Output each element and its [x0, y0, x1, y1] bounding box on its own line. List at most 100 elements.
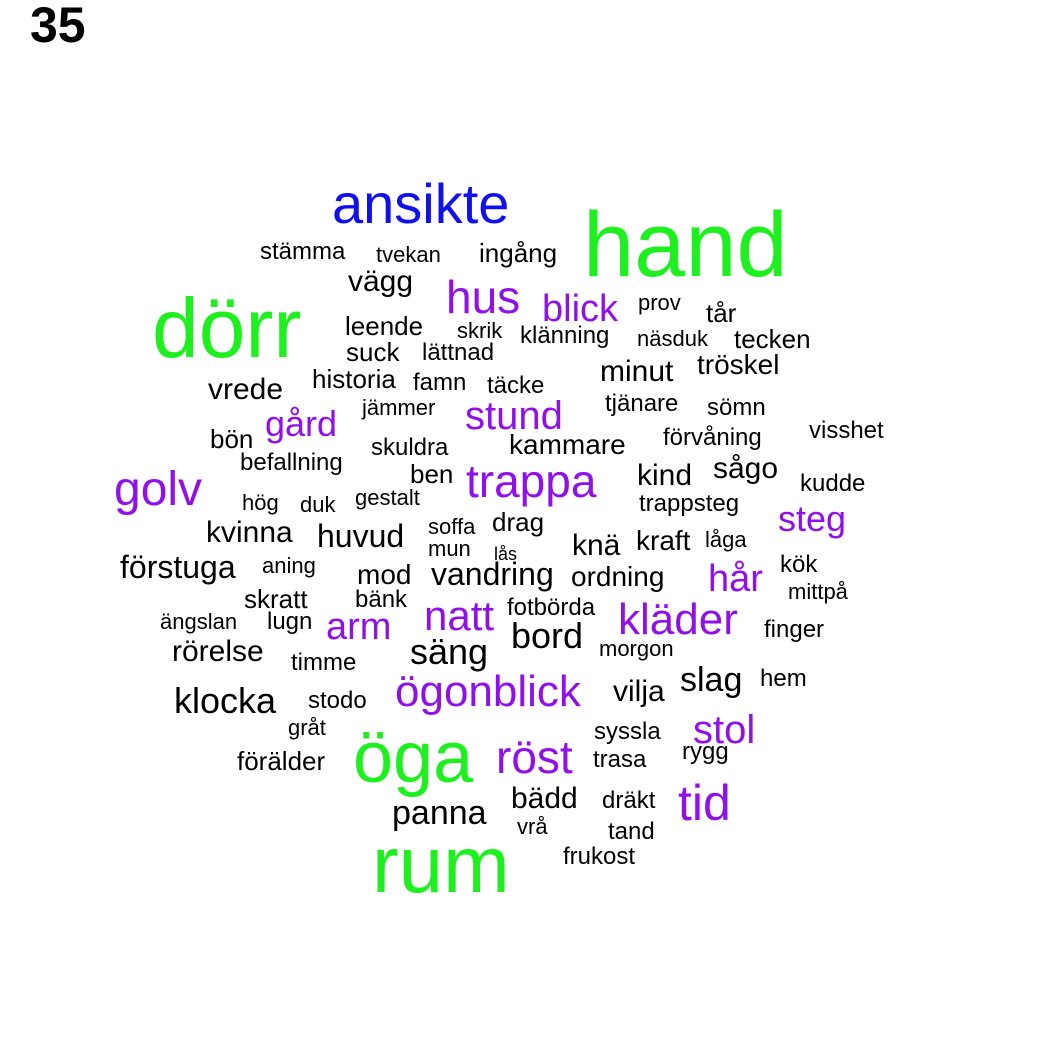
word-lugn: lugn: [267, 608, 313, 635]
word-kläder: kläder: [618, 595, 738, 644]
word-jämmer: jämmer: [362, 395, 436, 420]
word-golv: golv: [114, 463, 203, 516]
word-panna: panna: [392, 794, 487, 832]
word-rygg: rygg: [682, 738, 729, 765]
word-förälder: förälder: [237, 746, 326, 776]
word-kvinna: kvinna: [206, 516, 293, 549]
word-vägg: vägg: [348, 265, 414, 298]
word-morgon: morgon: [599, 636, 674, 661]
word-tecken: tecken: [734, 324, 811, 354]
word-säng: säng: [410, 631, 489, 672]
word-gestalt: gestalt: [355, 485, 420, 510]
word-röst: röst: [496, 731, 573, 783]
word-duk: duk: [300, 492, 336, 517]
word-frukost: frukost: [563, 843, 636, 870]
word-bänk: bänk: [355, 586, 408, 613]
word-hår: hår: [708, 558, 763, 600]
word-timme: timme: [291, 649, 357, 676]
word-kraft: kraft: [636, 525, 691, 556]
word-slag: slag: [680, 661, 743, 699]
word-prov: prov: [638, 290, 681, 315]
word-stämma: stämma: [260, 238, 346, 265]
word-dräkt: dräkt: [602, 787, 656, 814]
word-trasa: trasa: [593, 746, 647, 773]
word-lättnad: lättnad: [422, 339, 495, 366]
word-minut: minut: [600, 355, 674, 388]
word-soffa: soffa: [428, 514, 476, 539]
word-mun: mun: [428, 536, 471, 561]
word-klänning: klänning: [520, 322, 610, 349]
word-kudde: kudde: [800, 470, 866, 497]
word-tjänare: tjänare: [605, 390, 679, 417]
word-stol: stol: [693, 708, 756, 752]
word-vrede: vrede: [208, 373, 284, 406]
word-hög: hög: [242, 490, 279, 515]
word-tvekan: tvekan: [376, 242, 441, 267]
word-aning: aning: [262, 553, 316, 578]
word-arm: arm: [326, 606, 392, 648]
word-gård: gård: [265, 403, 338, 444]
word-gråt: gråt: [288, 715, 326, 740]
word-tår: tår: [706, 298, 737, 328]
word-sågo: sågo: [713, 452, 779, 485]
word-bön: bön: [210, 424, 254, 454]
word-blick: blick: [542, 288, 619, 330]
word-leende: leende: [345, 311, 424, 341]
word-klocka: klocka: [174, 680, 277, 721]
word-syssla: syssla: [594, 718, 661, 745]
word-lås: lås: [494, 544, 518, 564]
word-ingång: ingång: [479, 238, 558, 268]
word-stund: stund: [465, 394, 563, 438]
word-visshet: visshet: [809, 417, 884, 444]
word-hus: hus: [446, 271, 521, 323]
word-suck: suck: [346, 337, 400, 367]
word-vilja: vilja: [613, 675, 665, 708]
word-vandring: vandring: [431, 556, 554, 592]
word-hem: hem: [760, 665, 807, 692]
word-ansikte: ansikte: [332, 172, 510, 235]
word-befallning: befallning: [240, 449, 343, 476]
word-skrik: skrik: [457, 318, 503, 343]
word-historia: historia: [312, 364, 396, 394]
word-dörr: dörr: [152, 281, 302, 375]
word-trappa: trappa: [466, 455, 597, 507]
word-fotbörda: fotbörda: [507, 594, 596, 621]
word-skuldra: skuldra: [371, 434, 449, 461]
word-mod: mod: [357, 559, 412, 590]
word-förvåning: förvåning: [663, 424, 762, 451]
word-förstuga: förstuga: [120, 549, 236, 585]
word-kind: kind: [637, 459, 693, 492]
word-ordning: ordning: [571, 561, 665, 592]
word-ängslan: ängslan: [160, 609, 238, 634]
word-natt: natt: [424, 592, 495, 639]
word-kammare: kammare: [509, 429, 626, 460]
word-täcke: täcke: [487, 372, 545, 399]
word-famn: famn: [413, 369, 467, 396]
word-sömn: sömn: [707, 394, 766, 421]
word-ben: ben: [410, 459, 454, 489]
word-mittpå: mittpå: [788, 579, 848, 604]
word-tand: tand: [608, 818, 655, 845]
word-kök: kök: [780, 551, 818, 578]
word-steg: steg: [778, 498, 847, 539]
word-huvud: huvud: [317, 518, 405, 554]
word-skratt: skratt: [244, 584, 308, 614]
word-stodo: stodo: [308, 687, 367, 714]
word-drag: drag: [492, 507, 545, 537]
word-tröskel: tröskel: [697, 349, 780, 380]
word-knä: knä: [572, 529, 621, 562]
word-näsduk: näsduk: [637, 326, 708, 351]
word-ögonblick: ögonblick: [395, 667, 581, 716]
word-hand: hand: [583, 194, 788, 296]
word-vrå: vrå: [517, 814, 548, 839]
word-bädd: bädd: [511, 782, 578, 815]
word-bord: bord: [511, 615, 584, 656]
page-number: 35: [30, 0, 86, 53]
word-rörelse: rörelse: [172, 635, 264, 668]
word-finger: finger: [764, 616, 825, 643]
word-låga: låga: [705, 527, 747, 552]
word-öga: öga: [353, 718, 474, 798]
word-trappsteg: trappsteg: [639, 490, 740, 517]
word-tid: tid: [678, 775, 731, 831]
